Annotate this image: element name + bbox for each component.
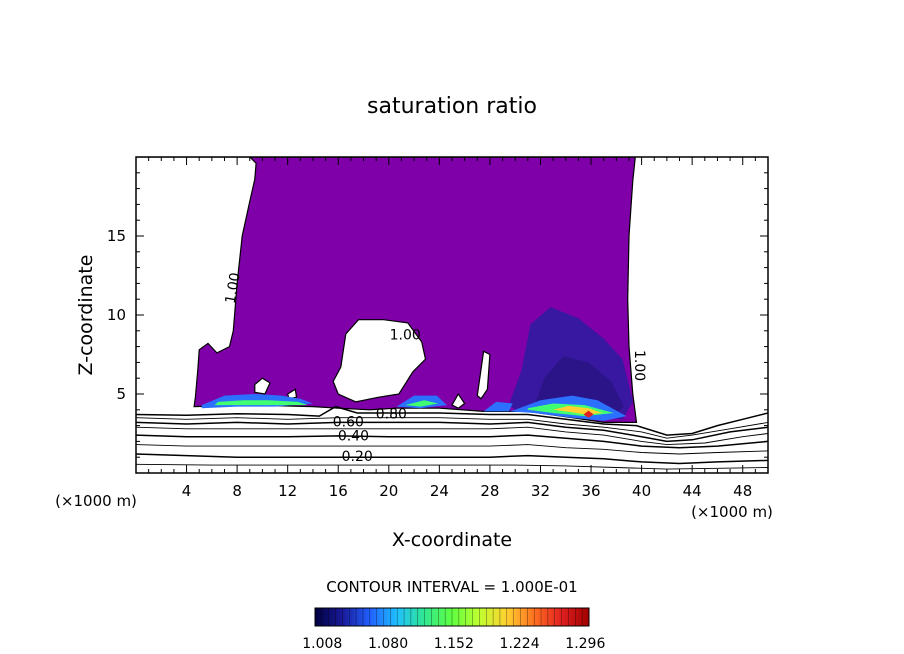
colorbar-labels: 1.008 1.080 1.152 1.224 1.296 [302,636,605,652]
y-tick-label: 10 [107,306,126,324]
x-axis-label: X-coordinate [392,529,512,551]
y-tick-label: 15 [107,227,126,245]
x-tick-label: 32 [531,482,550,500]
contour-label-5: 0.60 [333,414,364,430]
contour-lines-layer [136,405,768,470]
x-tick-label: 24 [430,482,449,500]
contour-line-0-5 [136,426,768,446]
supersaturated-region [136,157,638,423]
x-unit-right: (×1000 m) [691,503,773,521]
contour-line-0-3 [136,444,768,455]
contour-line-0-2 [136,453,768,465]
colorbar-tick-label: 1.080 [368,636,408,652]
color-band-11 [583,410,594,418]
y-axis-label: Z-coordinate [75,255,97,376]
contour-label-2: 1.00 [390,328,421,344]
x-tick-label: 40 [632,482,651,500]
y-tick-label: 5 [116,385,126,403]
x-tick-label: 20 [379,482,398,500]
color-band-7 [214,400,308,406]
contour-interval-note: CONTOUR INTERVAL = 1.000E-01 [326,578,577,596]
chart-title: saturation ratio [367,94,537,119]
colorbar-ticks [314,608,590,626]
contour-line-0-1 [136,463,768,470]
x-unit-left: (×1000 m) [55,492,137,510]
contour-label-4: 0.80 [376,407,407,423]
x-tick-label: 16 [329,482,348,500]
x-tick-label: 4 [182,482,192,500]
colorbar-tick-label: 1.008 [302,636,342,652]
x-tick-label: 28 [480,482,499,500]
colorbar-tick-label: 1.152 [434,636,474,652]
contour-line-0-6 [136,421,768,443]
contour-labels-layer: 1.00 1.00 1.00 0.80 0.600.40 0.20 [223,271,647,465]
supersaturation-bands-layer [201,307,633,421]
contour-label-1: 1.00 [223,271,244,304]
contour-label-7: 0.20 [342,449,373,465]
colorbar-tick-label: 1.224 [500,636,540,652]
x-tick-label: 8 [232,482,242,500]
x-tick-label: 36 [581,482,600,500]
supersaturation-fill-layer [136,157,638,423]
contour-label-3: 1.00 [631,350,647,381]
x-tick-label: 12 [278,482,297,500]
x-tick-label: 48 [733,482,752,500]
color-band-6 [483,401,513,412]
contour-line-0-8 [136,405,768,436]
color-band-8 [405,400,439,407]
x-tick-label: 44 [683,482,702,500]
contour-line-0-7 [136,417,768,439]
contour-line-0-4 [136,434,768,449]
colorbar-tick-label: 1.296 [565,636,605,652]
contour-label-6: 0.40 [338,429,369,445]
